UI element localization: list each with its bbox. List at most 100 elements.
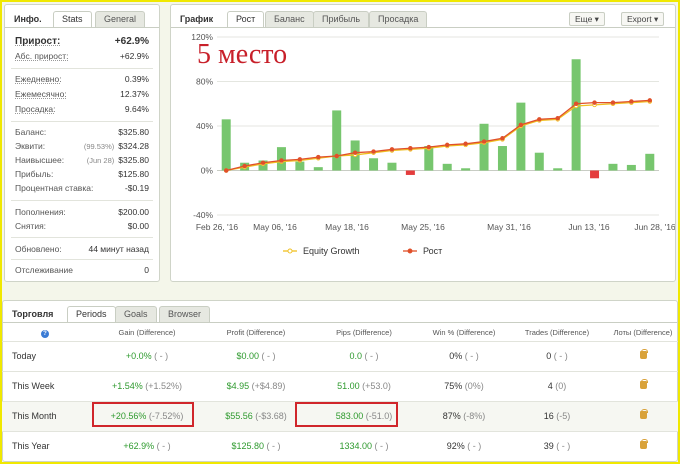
gain-value: +20.56% (110, 411, 147, 421)
tab-drawdown[interactable]: Просадка (369, 11, 428, 27)
x-tick-label: Jun 28, '16 (634, 222, 675, 232)
gain-diff: ( - ) (154, 351, 169, 361)
win-cell: 0% ( - ) (422, 340, 506, 371)
bar (313, 167, 323, 171)
trades-diff: (-5) (556, 411, 571, 421)
gain-diff: ( - ) (156, 441, 171, 452)
updated-label: Обновлено: (15, 244, 62, 254)
daily-label: Ежедневно: (15, 74, 62, 84)
interest-label: Процентная ставка: (15, 183, 94, 193)
question-icon[interactable]: ? (41, 329, 49, 338)
tracking-label: Отслеживание (15, 265, 74, 275)
tab-growth[interactable]: Рост (227, 11, 265, 28)
pips-diff: (-51.0) (365, 411, 393, 421)
period-name: Today (2, 340, 88, 371)
drawdown-label: Просадка: (15, 104, 56, 114)
pips-diff: ( - ) (364, 351, 379, 361)
trades-value: 0 (546, 351, 552, 361)
pips-cell: 51.00 (+53.0) (306, 370, 422, 401)
bar (424, 146, 434, 171)
gain-cell: +0.0% ( - ) (88, 340, 206, 371)
divider (11, 68, 153, 69)
win-value: 75% (444, 381, 463, 391)
trades-cell: 16 (-5) (506, 400, 608, 431)
lock-icon[interactable] (639, 409, 648, 419)
bar (479, 123, 489, 171)
abs-growth-row: Абс. прирост: +62.9% (15, 50, 149, 62)
tracking-row: Отслеживание 0 (15, 264, 149, 276)
table-header-row: ? Gain (Difference) Profit (Difference) … (2, 325, 678, 341)
growth-label: Прирост: (15, 35, 61, 47)
withdrawals-row: Снятия: $0.00 (15, 220, 149, 232)
profit-value: $125.80 (231, 441, 265, 452)
tab-general[interactable]: General (95, 11, 146, 27)
series-point (463, 141, 468, 147)
daily-value: 0.39% (124, 74, 149, 84)
profit-value: $4.95 (226, 381, 250, 391)
lock-icon[interactable] (639, 439, 648, 450)
y-tick-label: 120% (191, 32, 213, 42)
series-point (334, 153, 339, 159)
deposits-row: Пополнения: $200.00 (15, 206, 149, 218)
x-tick-label: May 06, '16 (253, 222, 297, 232)
legend-label: Рост (423, 246, 442, 256)
profit-diff: ( - ) (266, 441, 281, 452)
bar (461, 168, 471, 171)
trades-diff: (0) (555, 381, 567, 391)
lock-icon[interactable] (639, 379, 648, 389)
profit-value: $55.56 (225, 411, 253, 421)
series-point (537, 117, 542, 122)
growth-row: Прирост: +62.9% (15, 34, 149, 48)
gain-cell: +1.54% (+1.52%) (88, 370, 206, 401)
bar (553, 168, 563, 171)
series-point (481, 139, 487, 144)
divider (11, 259, 153, 260)
win-value: 87% (442, 411, 461, 421)
withdrawals-value: $0.00 (127, 221, 149, 231)
profit-diff: (-$3.68) (255, 411, 287, 421)
header-lots: Лоты (Difference) (613, 328, 673, 338)
balance-label: Баланс: (15, 127, 47, 137)
series-point (629, 99, 634, 104)
pips-cell: 1334.00 ( - ) (306, 430, 422, 461)
gain-cell: +62.9% ( - ) (88, 430, 206, 461)
y-tick-label: 40% (196, 121, 213, 131)
tab-goals[interactable]: Goals (115, 306, 157, 322)
tab-browser[interactable]: Browser (159, 306, 211, 322)
more-dropdown-button[interactable]: Еще ▾ (569, 12, 605, 26)
win-cell: 92% ( - ) (422, 430, 506, 461)
period-name: This Month (2, 400, 88, 431)
trades-diff: ( - ) (556, 441, 571, 452)
gain-value: +62.9% (123, 441, 155, 452)
tab-periods[interactable]: Periods (67, 306, 116, 323)
legend-marker (287, 248, 293, 254)
monthly-value: 12.37% (120, 89, 149, 99)
lots-cell (608, 370, 678, 401)
legend-marker (407, 248, 413, 254)
export-dropdown-button[interactable]: Export ▾ (621, 12, 665, 26)
tab-profit[interactable]: Прибыль (313, 11, 370, 27)
abs-growth-label: Абс. прирост: (15, 51, 69, 61)
series-point (352, 150, 358, 155)
divider (11, 200, 153, 201)
header-pips: Pips (Difference) (336, 328, 392, 338)
tab-balance[interactable]: Баланс (265, 11, 314, 27)
header-trades: Trades (Difference) (524, 328, 590, 338)
tab-stats[interactable]: Stats (53, 11, 92, 28)
chevron-down-icon: ▾ (653, 14, 659, 24)
gain-value: +0.0% (125, 351, 152, 361)
interest-value: -$0.19 (124, 183, 149, 193)
series-point (573, 101, 579, 106)
equity-label: Эквити: (15, 141, 46, 151)
lock-icon[interactable] (639, 349, 648, 359)
series-point (592, 100, 597, 105)
y-tick-label: -40% (193, 210, 213, 220)
trades-cell: 0 ( - ) (506, 340, 608, 371)
series-point (223, 168, 229, 173)
divider (11, 237, 153, 238)
header-profit: Profit (Difference) (226, 328, 286, 338)
periods-table: ? Gain (Difference) Profit (Difference) … (2, 325, 678, 461)
bar (387, 162, 397, 171)
deposits-value: $200.00 (118, 207, 149, 217)
interest-row: Процентная ставка: -$0.19 (15, 182, 149, 194)
